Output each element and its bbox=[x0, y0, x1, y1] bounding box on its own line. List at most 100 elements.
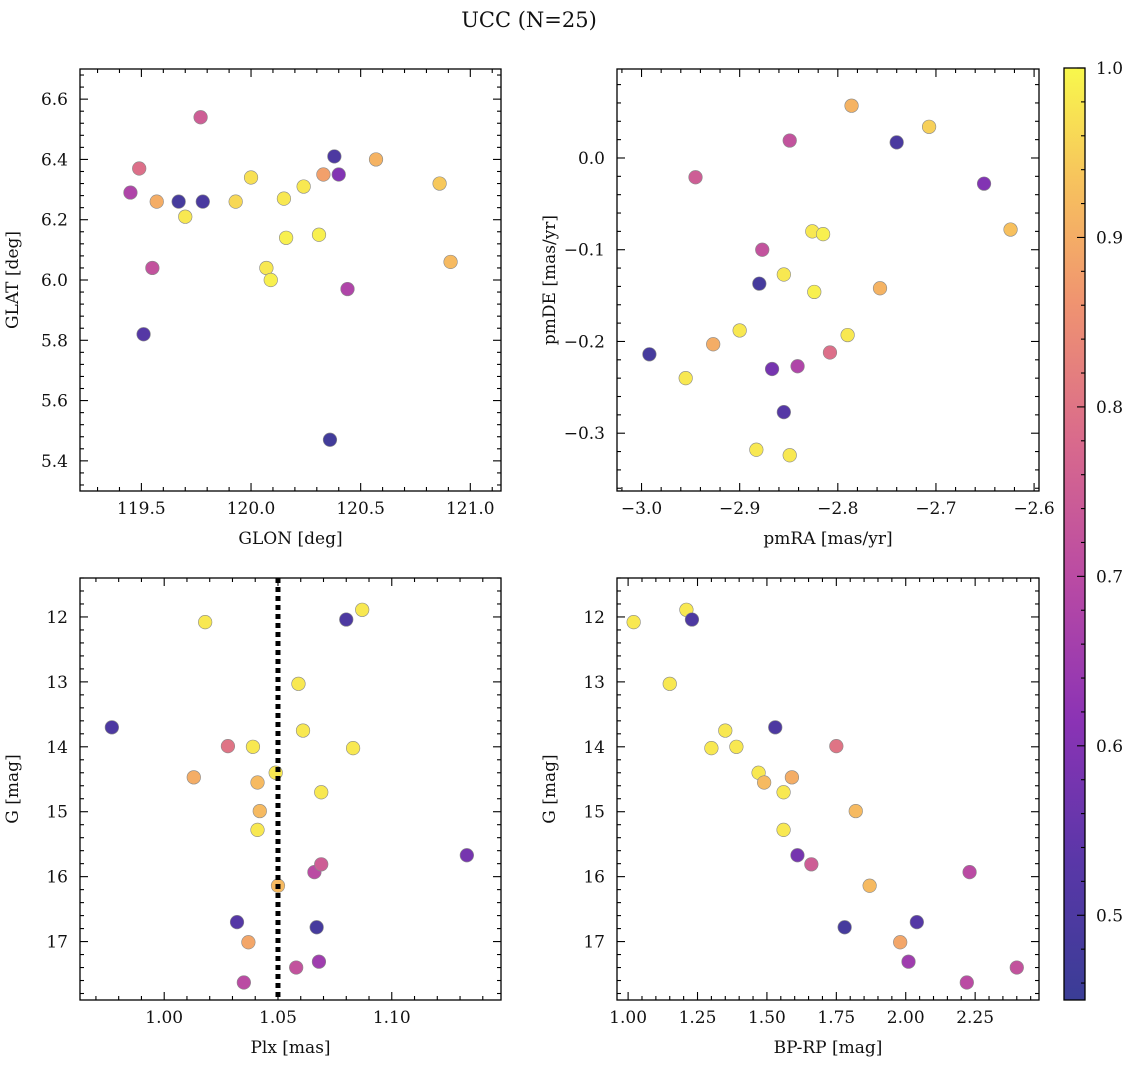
scatter-point bbox=[145, 260, 160, 276]
y-tick-label: 0.0 bbox=[578, 149, 605, 169]
scatter-point bbox=[790, 359, 805, 374]
scatter-point bbox=[432, 176, 447, 191]
scatter-point bbox=[837, 920, 852, 935]
scatter-point bbox=[327, 149, 342, 164]
y-tick-label: −0.1 bbox=[564, 241, 605, 261]
x-tick-label: 2.00 bbox=[887, 1008, 925, 1028]
scatter-point bbox=[443, 254, 458, 270]
scatter-point bbox=[220, 739, 236, 754]
x-tick-label: 1.25 bbox=[679, 1008, 717, 1028]
scatter-point bbox=[250, 822, 265, 838]
scatter-point bbox=[840, 327, 855, 343]
scatter-point bbox=[729, 739, 744, 754]
scatter-point bbox=[784, 770, 800, 785]
scatter-point bbox=[245, 739, 261, 754]
plot-frame bbox=[616, 577, 1040, 1001]
scatter-point bbox=[626, 615, 641, 630]
scatter-point bbox=[193, 110, 208, 125]
y-tick-label: 17 bbox=[583, 933, 605, 953]
x-axis-label: pmRA [mas/yr] bbox=[763, 529, 892, 549]
scatter-point bbox=[314, 857, 329, 872]
y-tick-label: 5.4 bbox=[41, 452, 68, 472]
scatter-point bbox=[706, 337, 721, 352]
x-axis-label: GLON [deg] bbox=[238, 529, 342, 549]
scatter-point bbox=[718, 723, 733, 738]
scatter-point bbox=[314, 785, 329, 800]
scatter-point bbox=[171, 194, 186, 209]
x-tick-label: −2.7 bbox=[915, 499, 956, 519]
colorbar-tick-label: 0.7 bbox=[1096, 567, 1123, 587]
y-axis-label: G [mag] bbox=[540, 754, 560, 823]
scatter-point bbox=[921, 119, 937, 134]
colorbar-tick-label: 0.6 bbox=[1096, 737, 1123, 757]
scatter-point bbox=[123, 185, 138, 200]
y-tick-label: 6.6 bbox=[41, 90, 68, 110]
y-tick-label: 16 bbox=[46, 868, 68, 888]
panel-plx-g: 1.00 1.05 1.10 12 13 14 15 16 17 Plx [mas] G [mag] bbox=[3, 577, 502, 1058]
colorbar: 0.5 0.6 0.7 0.8 0.9 1.0 bbox=[1063, 59, 1123, 1001]
scatter-point bbox=[136, 327, 151, 342]
scatter-point bbox=[104, 720, 119, 735]
colorbar-tick-label: 0.9 bbox=[1096, 228, 1123, 248]
panel-bprp-g: 1.00 1.25 1.50 1.75 2.00 2.25 12 13 14 15 16 17 BP-R… bbox=[540, 577, 1040, 1058]
plot-area bbox=[642, 98, 1018, 463]
figure-title: UCC (N=25) bbox=[461, 8, 597, 32]
scatter-point bbox=[276, 191, 292, 206]
x-axis-label: Plx [mas] bbox=[250, 1038, 330, 1058]
x-tick-label: 121.0 bbox=[446, 499, 495, 519]
x-tick-label: 1.00 bbox=[609, 1008, 647, 1028]
scatter-point bbox=[782, 448, 797, 463]
scatter-point bbox=[844, 98, 859, 113]
y-tick-label: 17 bbox=[46, 933, 68, 953]
scatter-point bbox=[807, 284, 822, 300]
scatter-point bbox=[186, 770, 201, 785]
plot-frame bbox=[79, 68, 502, 492]
scatter-point bbox=[309, 920, 324, 935]
scatter-point bbox=[776, 405, 791, 420]
scatter-point bbox=[311, 954, 327, 969]
plot-frame bbox=[79, 577, 502, 1001]
scatter-point bbox=[776, 822, 791, 838]
y-tick-label: −0.3 bbox=[564, 424, 605, 444]
scatter-point bbox=[752, 276, 767, 291]
scatter-point bbox=[815, 227, 831, 242]
y-tick-label: 15 bbox=[46, 803, 68, 823]
x-tick-label: 1.75 bbox=[817, 1008, 855, 1028]
x-tick-label: −2.8 bbox=[817, 499, 858, 519]
x-tick-label: −2.6 bbox=[1013, 499, 1054, 519]
x-axis-label: BP-RP [mag] bbox=[774, 1038, 883, 1058]
scatter-point bbox=[848, 803, 863, 819]
x-tick-label: 1.10 bbox=[373, 1008, 411, 1028]
scatter-point bbox=[291, 676, 306, 691]
scatter-point bbox=[732, 323, 747, 338]
scatter-point bbox=[782, 133, 797, 148]
y-tick-label: 13 bbox=[583, 673, 605, 693]
scatter-point bbox=[959, 975, 974, 990]
y-tick-label: 6.4 bbox=[41, 150, 68, 170]
scatter-point bbox=[757, 775, 772, 790]
scatter-point bbox=[368, 152, 384, 167]
y-tick-label: −0.2 bbox=[564, 332, 605, 352]
y-tick-label: 6.0 bbox=[41, 271, 68, 291]
y-tick-label: 5.6 bbox=[41, 392, 68, 412]
plot-area bbox=[123, 110, 458, 447]
panel-pmra-pmde: −3.0 −2.9 −2.8 −2.7 −2.6 −0.3 −0.2 −0.1 0.0 pmRA … bbox=[540, 68, 1055, 549]
y-tick-label: 15 bbox=[583, 803, 605, 823]
scatter-point bbox=[684, 612, 700, 627]
scatter-point bbox=[829, 739, 844, 754]
scatter-point bbox=[909, 914, 924, 930]
scatter-point bbox=[279, 230, 294, 245]
x-tick-label: 1.00 bbox=[145, 1008, 183, 1028]
scatter-point bbox=[229, 914, 245, 930]
scatter-point bbox=[678, 371, 693, 386]
scatter-point bbox=[339, 612, 354, 627]
scatter-point bbox=[316, 167, 331, 182]
y-tick-label: 13 bbox=[46, 673, 68, 693]
scatter-point bbox=[250, 775, 265, 790]
scatter-point bbox=[962, 865, 977, 880]
scatter-point bbox=[322, 432, 338, 447]
scatter-point bbox=[776, 785, 791, 800]
scatter-point bbox=[1009, 960, 1024, 975]
